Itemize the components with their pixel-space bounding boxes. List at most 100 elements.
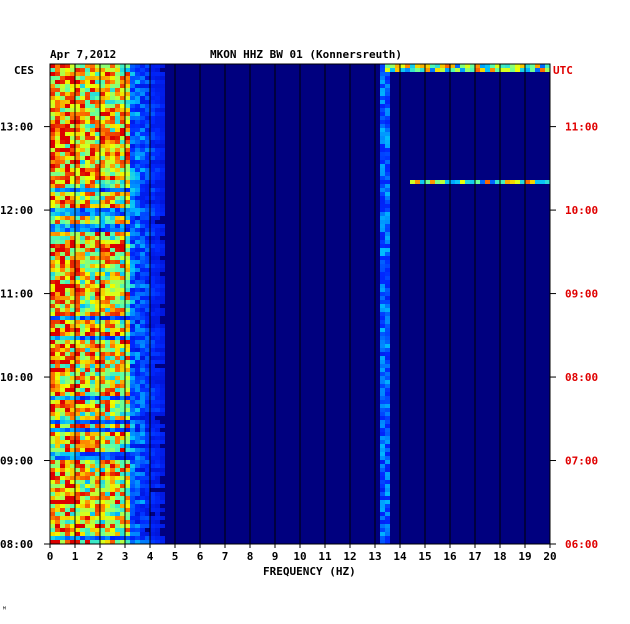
x-tick-label: 4 — [147, 550, 154, 563]
spectrogram-cell — [80, 456, 85, 460]
spectrogram-cell — [140, 328, 145, 332]
spectrogram-cell — [75, 284, 80, 288]
spectrogram-cell — [60, 344, 65, 348]
y-tick-label-ces: 10:00 — [0, 371, 33, 384]
spectrogram-cell — [385, 484, 390, 488]
spectrogram-cell — [85, 256, 90, 260]
spectrogram-cell — [80, 404, 85, 408]
spectrogram-cell — [160, 448, 165, 452]
spectrogram-cell — [385, 72, 390, 76]
spectrogram-cell — [75, 536, 80, 540]
spectrogram-cell — [135, 508, 140, 512]
spectrogram-cell — [145, 288, 150, 292]
spectrogram-cell — [500, 64, 505, 68]
spectrogram-cell — [145, 232, 150, 236]
spectrogram-cell — [100, 392, 105, 396]
spectrogram-cell — [50, 476, 55, 480]
spectrogram-cell — [150, 384, 155, 388]
spectrogram-cell — [145, 128, 150, 132]
spectrogram-cell — [50, 116, 55, 120]
spectrogram-cell — [60, 132, 65, 136]
spectrogram-cell — [445, 64, 450, 68]
spectrogram-cell — [120, 316, 125, 320]
spectrogram-cell — [140, 536, 145, 540]
spectrogram-cell — [65, 292, 70, 296]
spectrogram-cell — [380, 232, 385, 236]
spectrogram-cell — [80, 512, 85, 516]
spectrogram-cell — [460, 68, 465, 72]
spectrogram-cell — [50, 176, 55, 180]
spectrogram-cell — [65, 308, 70, 312]
spectrogram-cell — [100, 424, 105, 428]
spectrogram-cell — [105, 412, 110, 416]
spectrogram-cell — [50, 464, 55, 468]
spectrogram-cell — [95, 200, 100, 204]
spectrogram-cell — [500, 180, 505, 184]
spectrogram-cell — [155, 508, 160, 512]
spectrogram-cell — [155, 148, 160, 152]
spectrogram-cell — [90, 380, 95, 384]
spectrogram-cell — [65, 252, 70, 256]
spectrogram-cell — [110, 232, 115, 236]
spectrogram-cell — [415, 68, 420, 72]
spectrogram-cell — [130, 424, 135, 428]
spectrogram-cell — [105, 380, 110, 384]
spectrogram-cell — [160, 156, 165, 160]
spectrogram-cell — [135, 468, 140, 472]
spectrogram-cell — [65, 360, 70, 364]
spectrogram-cell — [80, 108, 85, 112]
spectrogram-cell — [55, 276, 60, 280]
spectrogram-cell — [150, 396, 155, 400]
spectrogram-cell — [105, 332, 110, 336]
spectrogram-cell — [125, 232, 130, 236]
x-tick-label: 17 — [468, 550, 481, 563]
spectrogram-cell — [50, 244, 55, 248]
spectrogram-cell — [95, 268, 100, 272]
spectrogram-cell — [145, 176, 150, 180]
spectrogram-cell — [95, 352, 100, 356]
spectrogram-cell — [85, 524, 90, 528]
spectrogram-cell — [75, 280, 80, 284]
spectrogram-cell — [130, 240, 135, 244]
spectrogram-cell — [100, 252, 105, 256]
spectrogram-cell — [160, 84, 165, 88]
spectrogram-cell — [75, 388, 80, 392]
spectrogram-cell — [65, 528, 70, 532]
spectrogram-cell — [60, 144, 65, 148]
spectrogram-cell — [140, 196, 145, 200]
spectrogram-cell — [90, 80, 95, 84]
spectrogram-cell — [50, 200, 55, 204]
spectrogram-cell — [145, 372, 150, 376]
spectrogram-cell — [90, 296, 95, 300]
spectrogram-cell — [145, 400, 150, 404]
spectrogram-cell — [385, 408, 390, 412]
spectrogram-cell — [380, 104, 385, 108]
spectrogram-cell — [130, 400, 135, 404]
spectrogram-cell — [120, 88, 125, 92]
spectrogram-cell — [155, 180, 160, 184]
spectrogram-cell — [130, 324, 135, 328]
spectrogram-cell — [110, 160, 115, 164]
spectrogram-cell — [50, 180, 55, 184]
spectrogram-cell — [95, 492, 100, 496]
spectrogram-cell — [130, 268, 135, 272]
spectrogram-cell — [95, 108, 100, 112]
spectrogram-cell — [50, 340, 55, 344]
spectrogram-cell — [135, 404, 140, 408]
spectrogram-cell — [160, 72, 165, 76]
spectrogram-cell — [515, 180, 520, 184]
spectrogram-cell — [385, 148, 390, 152]
spectrogram-cell — [80, 64, 85, 68]
spectrogram-cell — [75, 376, 80, 380]
spectrogram-cell — [155, 372, 160, 376]
spectrogram-cell — [105, 176, 110, 180]
spectrogram-cell — [50, 204, 55, 208]
spectrogram-cell — [105, 216, 110, 220]
spectrogram-cell — [465, 68, 470, 72]
spectrogram-cell — [65, 180, 70, 184]
spectrogram-cell — [50, 360, 55, 364]
spectrogram-cell — [80, 468, 85, 472]
spectrogram-cell — [75, 200, 80, 204]
spectrogram-cell — [120, 136, 125, 140]
spectrogram-cell — [100, 456, 105, 460]
